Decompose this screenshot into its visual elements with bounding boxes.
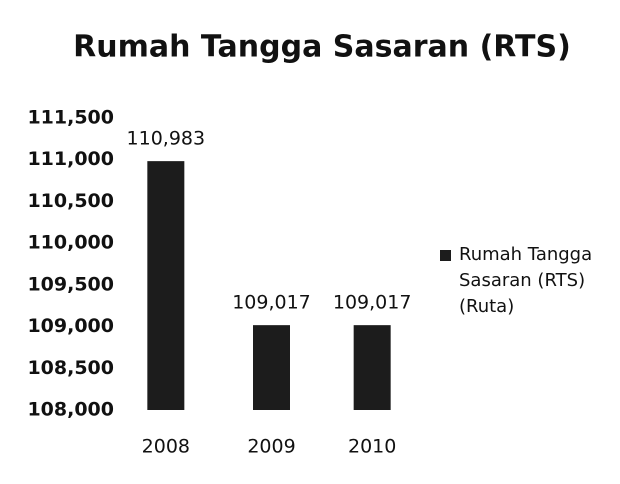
data-label: 110,983 xyxy=(127,128,206,150)
bar xyxy=(147,161,185,410)
bar xyxy=(353,325,391,410)
data-label: 109,017 xyxy=(232,292,311,314)
y-tick-label: 110,000 xyxy=(27,232,114,254)
legend-label: Rumah Tangga Sasaran (RTS) (Ruta) xyxy=(459,244,593,317)
bar xyxy=(253,325,290,410)
y-tick-label: 109,500 xyxy=(27,273,114,295)
y-tick-label: 110,500 xyxy=(27,190,114,212)
y-tick-label: 111,000 xyxy=(27,148,114,170)
y-tick-label: 111,500 xyxy=(27,107,114,129)
legend: Rumah Tangga Sasaran (RTS) (Ruta) xyxy=(440,242,620,320)
y-tick-label: 108,000 xyxy=(27,399,114,421)
chart-title: Rumah Tangga Sasaran (RTS) xyxy=(73,30,571,65)
x-tick-label: 2009 xyxy=(247,436,295,458)
x-tick-label: 2010 xyxy=(348,436,396,458)
y-tick-label: 108,500 xyxy=(27,357,114,379)
y-tick-label: 109,000 xyxy=(27,315,114,337)
data-label: 109,017 xyxy=(333,292,412,314)
legend-swatch xyxy=(440,250,451,261)
x-tick-label: 2008 xyxy=(142,436,190,458)
